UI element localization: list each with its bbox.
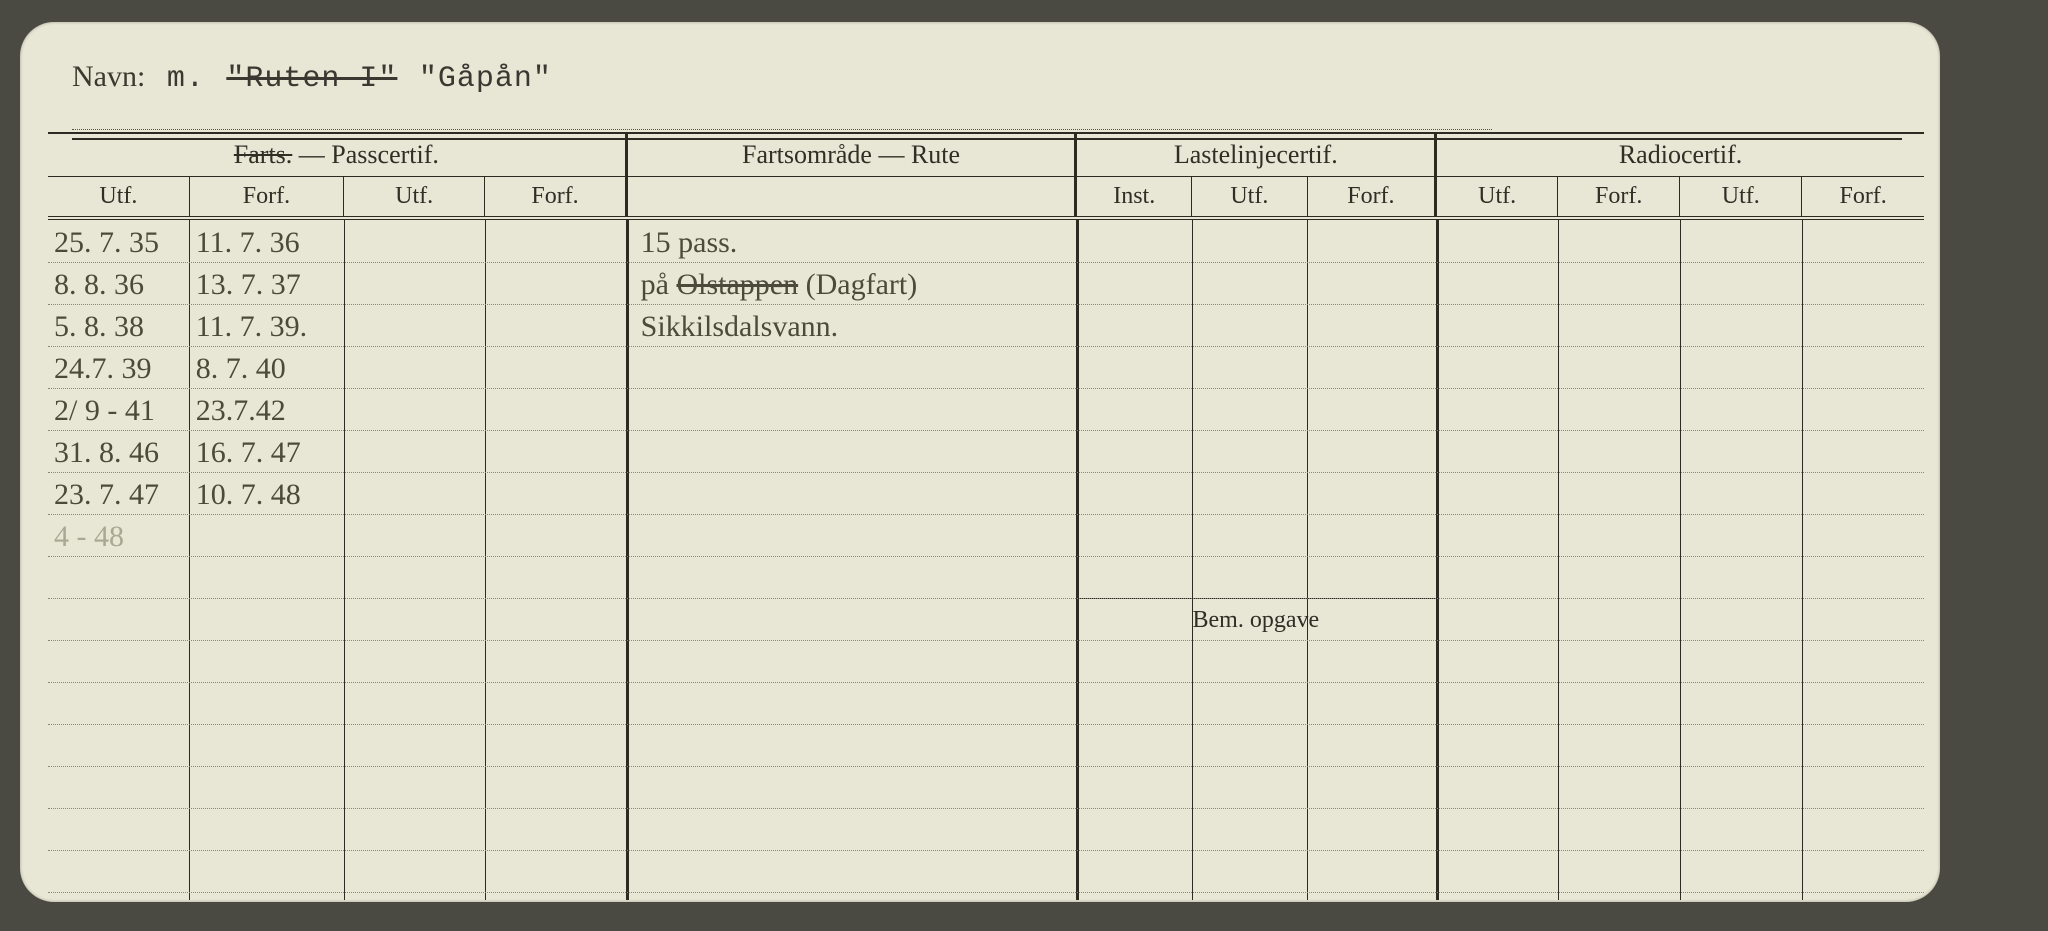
ledger-row-line [48, 346, 1924, 347]
passcertif-forf: 11. 7. 36 [196, 226, 300, 260]
passcertif-utf: 24.7. 39 [54, 352, 152, 386]
ledger-row-line [48, 640, 1924, 641]
ledger-row-line [48, 514, 1924, 515]
header-table: Farts. — Passcertif. Fartsområde — Rute … [48, 132, 1924, 220]
index-card: Navn: m. "Ruten-I" "Gåpån" Farts. — Pass… [20, 22, 1940, 902]
passcertif-utf: 23. 7. 47 [54, 478, 159, 512]
sub-forf-5: Forf. [1802, 177, 1924, 219]
sub-utf-1: Utf. [48, 177, 189, 219]
rute-line: på Olstappen (Dagfart) [641, 268, 918, 302]
passcertif-forf: 23.7.42 [196, 394, 286, 428]
ledger-row-line [48, 262, 1924, 263]
ledger-row-line [48, 682, 1924, 683]
hdr-lastelinje: Lastelinjecertif. [1076, 133, 1436, 177]
ledger-row-line [48, 724, 1924, 725]
rute-line: 15 pass. [641, 226, 738, 260]
navn-row: Navn: m. "Ruten-I" "Gåpån" [72, 60, 1902, 140]
hdr-passcertif: Farts. — Passcertif. [48, 133, 626, 177]
passcertif-utf-faint: 4 - 48 [54, 520, 124, 554]
passcertif-forf: 11. 7. 39. [196, 310, 307, 344]
hdr-farts-struck: Farts. [234, 140, 293, 169]
passcertif-utf: 25. 7. 35 [54, 226, 159, 260]
navn-current: "Gåpån" [419, 62, 552, 96]
navn-struck: "Ruten-I" [226, 62, 397, 96]
navn-label: Navn: [72, 60, 145, 93]
passcertif-utf: 5. 8. 38 [54, 310, 144, 344]
column-divider [626, 220, 629, 900]
column-divider [1192, 220, 1193, 900]
hdr-farts-rute: Fartsområde — Rute [626, 133, 1076, 177]
passcertif-forf: 10. 7. 48 [196, 478, 301, 512]
navn-dotted-line [72, 96, 1492, 130]
ledger-row-line [48, 472, 1924, 473]
ledger-row-line [48, 598, 1924, 599]
column-divider [189, 220, 190, 900]
sub-rute-blank [626, 177, 1076, 219]
ledger-row-line [48, 766, 1924, 767]
column-divider [1558, 220, 1559, 900]
sub-forf-2: Forf. [485, 177, 626, 219]
passcertif-utf: 2/ 9 - 41 [54, 394, 155, 428]
column-divider [1076, 220, 1079, 900]
body-area: Bem. opgave 25. 7. 35 11. 7. 36 8. 8. 36 13… [48, 220, 1924, 900]
ledger-row-line [48, 388, 1924, 389]
passcertif-forf: 16. 7. 47 [196, 436, 301, 470]
column-divider [1307, 220, 1308, 900]
passcertif-forf: 8. 7. 40 [196, 352, 286, 386]
sub-forf-4: Forf. [1558, 177, 1680, 219]
sub-utf-5: Utf. [1680, 177, 1802, 219]
sub-utf-3: Utf. [1192, 177, 1308, 219]
sub-forf-3: Forf. [1307, 177, 1436, 219]
passcertif-forf: 13. 7. 37 [196, 268, 301, 302]
column-divider [1680, 220, 1681, 900]
ledger-row-line [48, 850, 1924, 851]
bem-opgave-label: Bem. opgave [1076, 598, 1436, 634]
ledger-grid: Farts. — Passcertif. Fartsområde — Rute … [48, 132, 1924, 900]
column-divider [485, 220, 486, 900]
sub-utf-4: Utf. [1436, 177, 1558, 219]
ledger-row-line [48, 556, 1924, 557]
passcertif-utf: 31. 8. 46 [54, 436, 159, 470]
column-divider [1436, 220, 1439, 900]
sub-utf-2: Utf. [344, 177, 485, 219]
sub-inst: Inst. [1076, 177, 1192, 219]
ledger-row-line [48, 430, 1924, 431]
hdr-passcertif-rest: — Passcertif. [292, 140, 439, 169]
column-divider [1802, 220, 1803, 900]
sub-forf-1: Forf. [189, 177, 343, 219]
hdr-radio: Radiocertif. [1436, 133, 1924, 177]
ledger-row-line [48, 304, 1924, 305]
column-divider [344, 220, 345, 900]
ledger-row-line [48, 892, 1924, 893]
passcertif-utf: 8. 8. 36 [54, 268, 144, 302]
navn-prefix: m. [167, 62, 205, 96]
rute-line: Sikkilsdalsvann. [641, 310, 839, 344]
ledger-row-line [48, 808, 1924, 809]
